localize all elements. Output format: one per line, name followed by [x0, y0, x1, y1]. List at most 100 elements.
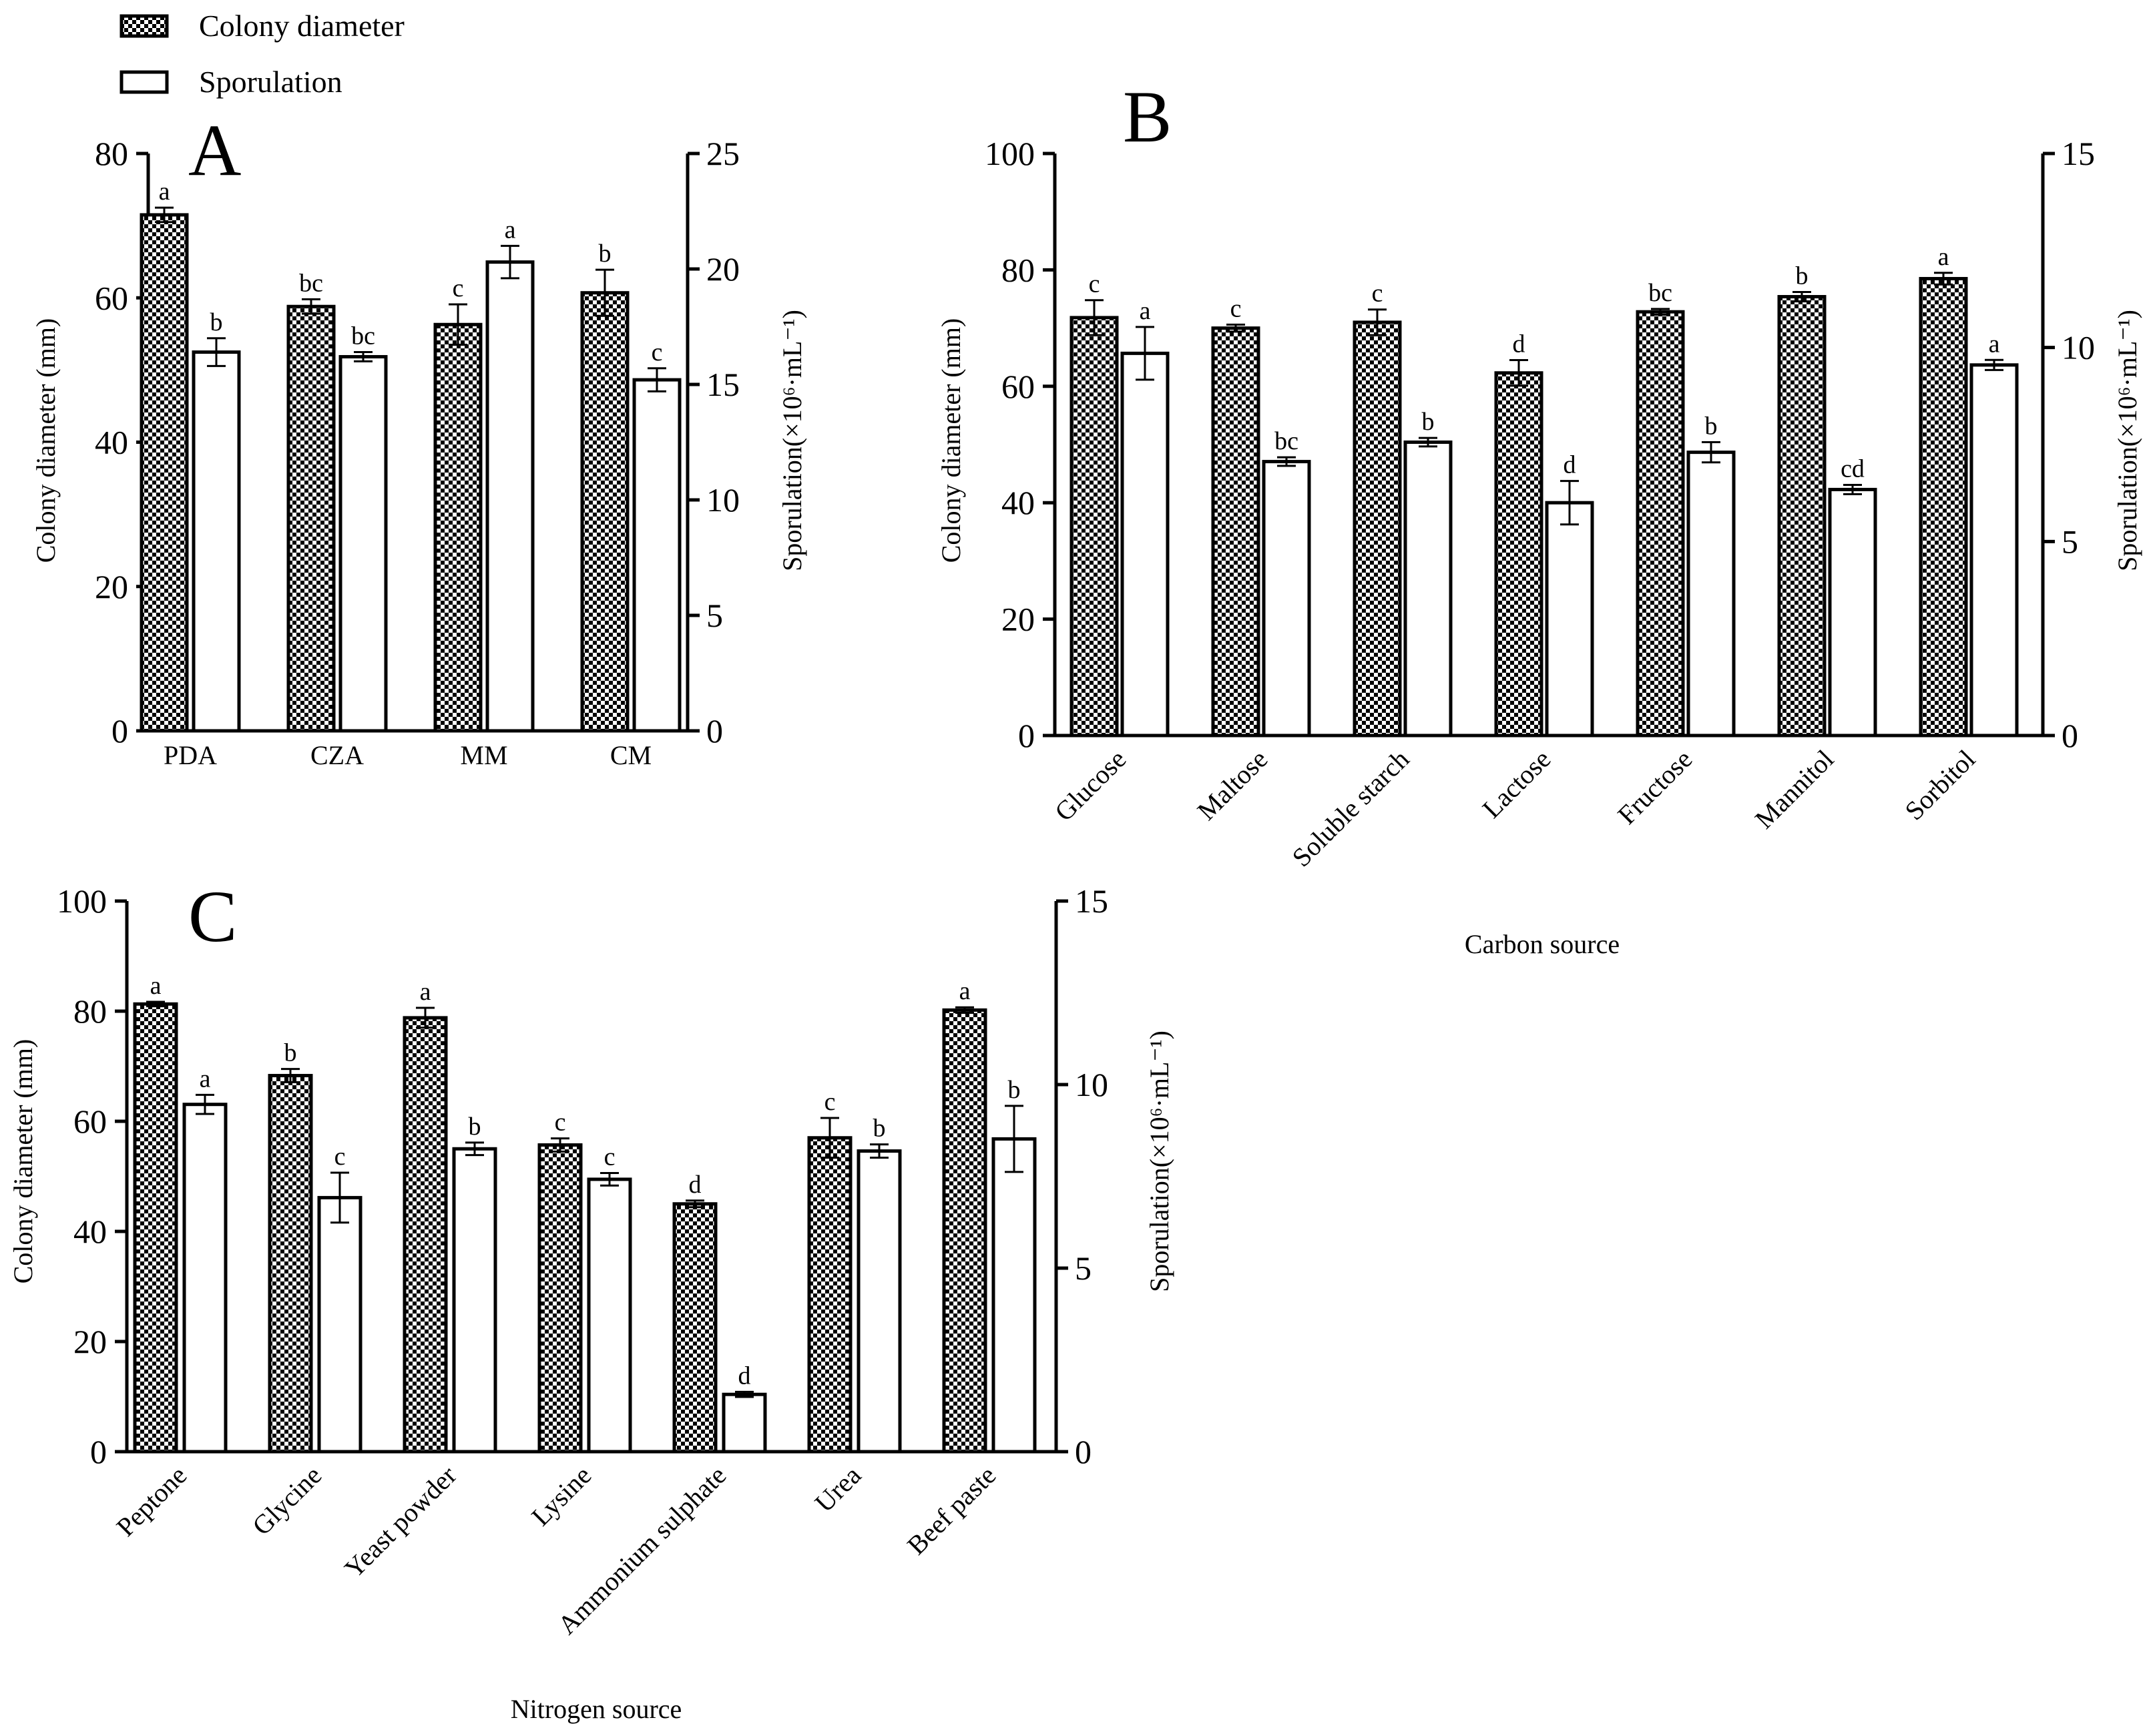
- panel-a-significance-letter: c: [652, 338, 663, 366]
- panel-b-y-tick-label: 100: [985, 135, 1035, 172]
- panel-a-y-tick-label: 60: [95, 279, 128, 316]
- panel-c-sporulation-bar: [452, 1147, 497, 1454]
- panel-b-y2-tick-label: 5: [2062, 523, 2078, 560]
- panel-c-colony-bar: [537, 1143, 583, 1454]
- panel-a-y2-tick-label: 15: [706, 366, 740, 403]
- panel-b-significance-letter: c: [1089, 270, 1100, 298]
- panel-b-y-axis-title: Colony diameter (mm): [936, 318, 966, 563]
- panel-a-y2-tick-label: 10: [706, 481, 740, 519]
- panel-c-plot: 0 20 40 60 80 100 0 5 10 15 a a Peptone b c Glycine a b Ye…: [57, 882, 1108, 1640]
- panel-b-significance-letter: bc: [1274, 427, 1298, 455]
- panel-b-y-tick-label: 0: [1018, 717, 1035, 754]
- panel-a-y2-axis-title: Sporulation(×10⁶·mL⁻¹): [777, 310, 807, 571]
- panel-a-sporulation-bar: [192, 350, 241, 733]
- panel-b-plot: 0 20 40 60 80 100 0 5 10 15 c a Glucose c bc Maltose c b S…: [985, 135, 2095, 872]
- panel-c-y2-axis-title: Sporulation(×10⁶·mL⁻¹): [1144, 1031, 1174, 1292]
- panel-c-y-tick-label: 80: [73, 992, 107, 1030]
- panel-b-colony-bar: [1919, 276, 1968, 738]
- panel-b-x-axis-title: Carbon source: [1465, 929, 1620, 959]
- panel-b-y2-tick-label: 15: [2062, 135, 2095, 172]
- panel-c-significance-letter: c: [555, 1109, 566, 1137]
- panel-c-colony-bar: [672, 1202, 718, 1454]
- panel-a-colony-bar: [140, 213, 189, 733]
- panel-b-category-label: Maltose: [1191, 744, 1273, 826]
- panel-b-colony-bar: [1069, 316, 1119, 738]
- panel-a-significance-letter: c: [453, 274, 464, 302]
- panel-a-y-axis-title: Colony diameter (mm): [31, 318, 61, 563]
- panel-c-sporulation-bar: [857, 1149, 902, 1454]
- panel-c-category-label: Lysine: [525, 1460, 597, 1532]
- panel-b-significance-letter: b: [1422, 408, 1435, 436]
- panel-b-colony-bar: [1636, 310, 1685, 738]
- panel-c-significance-letter: c: [334, 1143, 346, 1171]
- panel-b-sporulation-bar: [1403, 441, 1453, 738]
- panel-b-significance-letter: a: [1938, 243, 1949, 271]
- panel-a-colony-bar: [580, 291, 630, 733]
- panel-c-category-label: Glycine: [246, 1460, 327, 1541]
- legend-colony-swatch: [119, 14, 169, 38]
- legend-sporulation-swatch: [119, 70, 169, 94]
- panel-b-y-tick-label: 80: [1001, 251, 1035, 288]
- panel-c-y-tick-label: 60: [73, 1103, 107, 1140]
- panel-a-y-tick-label: 80: [95, 135, 128, 172]
- panel-c-significance-letter: a: [959, 977, 971, 1005]
- panel-a-significance-letter: bc: [299, 269, 323, 297]
- panel-b-significance-letter: b: [1796, 262, 1809, 290]
- panel-a-significance-letter: b: [210, 308, 223, 336]
- panel-a-significance-letter: b: [599, 240, 612, 268]
- panel-b-significance-letter: d: [1564, 451, 1576, 479]
- legend-colony-label: Colony diameter: [199, 9, 405, 43]
- panel-a: A Colony diameter (mm) Sporulation(×10⁶·…: [31, 109, 807, 770]
- panel-a-category-label: PDA: [164, 740, 217, 770]
- panel-b-sporulation-bar: [1545, 501, 1594, 738]
- panel-c-category-label: Urea: [809, 1460, 867, 1518]
- panel-a-sporulation-bar: [485, 260, 535, 733]
- panel-c-sporulation-bar: [587, 1177, 632, 1454]
- panel-a-colony-bar: [286, 304, 336, 733]
- panel-a-y-tick-label: 0: [111, 712, 128, 750]
- panel-b-sporulation-bar: [1120, 351, 1170, 738]
- panel-b-significance-letter: d: [1513, 330, 1525, 358]
- panel-b-colony-bar: [1211, 326, 1260, 738]
- panel-c-y2-tick-label: 10: [1075, 1066, 1108, 1103]
- panel-a-y2-tick-label: 0: [706, 712, 723, 750]
- panel-c-y-tick-label: 40: [73, 1213, 107, 1250]
- panel-b-colony-bar: [1777, 295, 1827, 738]
- legend-sporulation-label: Sporulation: [199, 65, 342, 99]
- panel-a-significance-letter: a: [159, 178, 170, 206]
- panel-c-y-axis-title: Colony diameter (mm): [8, 1039, 38, 1284]
- panel-c-sporulation-bar: [182, 1103, 228, 1454]
- panel-a-sporulation-bar: [338, 354, 388, 733]
- panel-c-colony-bar: [807, 1136, 853, 1454]
- panel-c-colony-bar: [942, 1008, 987, 1454]
- panel-c-y2-tick-label: 0: [1075, 1433, 1092, 1470]
- panel-b-y2-axis-title: Sporulation(×10⁶·mL⁻¹): [2112, 310, 2142, 571]
- panel-c-significance-letter: b: [873, 1115, 886, 1143]
- panel-c-y-tick-label: 0: [90, 1433, 107, 1470]
- panel-c-y2-tick-label: 5: [1075, 1249, 1092, 1287]
- panel-c-y-tick-label: 100: [57, 882, 107, 920]
- panel-c-significance-letter: b: [284, 1039, 297, 1067]
- panel-b-category-label: Mannitol: [1749, 744, 1840, 835]
- panel-c-significance-letter: c: [824, 1088, 836, 1116]
- panel-a-y2-tick-label: 5: [706, 597, 723, 634]
- panel-a-y-tick-label: 20: [95, 568, 128, 605]
- panel-a-sporulation-bar: [632, 378, 682, 733]
- panel-c-significance-letter: a: [200, 1065, 211, 1093]
- panel-c-sporulation-bar: [991, 1137, 1037, 1454]
- panel-a-y-tick-label: 40: [95, 424, 128, 461]
- panel-c-x-axis-title: Nitrogen source: [511, 1694, 682, 1724]
- panel-a-y2-tick-label: 20: [706, 250, 740, 288]
- panel-c-significance-letter: b: [1008, 1076, 1021, 1104]
- panel-c-sporulation-bar: [722, 1392, 767, 1454]
- panel-b-category-label: Fructose: [1612, 744, 1698, 830]
- panel-a-category-label: CM: [610, 740, 652, 770]
- panel-c-colony-bar: [403, 1016, 448, 1454]
- panel-b-y-tick-label: 20: [1001, 601, 1035, 638]
- panel-c-category-label: Peptone: [110, 1460, 192, 1542]
- panel-c-category-label: Beef paste: [901, 1460, 1001, 1560]
- panel-c-significance-letter: c: [604, 1143, 616, 1171]
- panel-b-significance-letter: a: [1140, 297, 1151, 325]
